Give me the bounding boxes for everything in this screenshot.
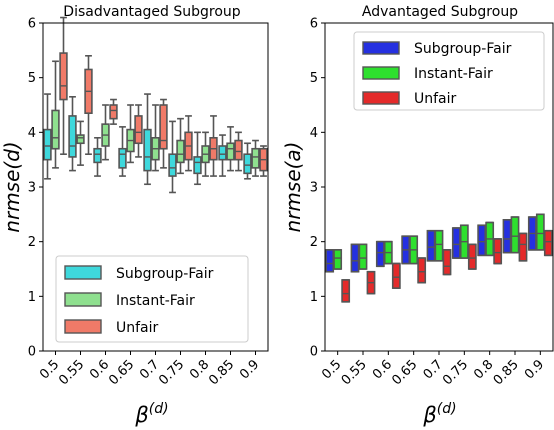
y-tick-label: 3: [310, 181, 318, 196]
legend-label: Subgroup-Fair: [414, 41, 512, 57]
legend: Subgroup-Fair Instant-Fair Unfair: [55, 255, 249, 343]
chart-title: Disadvantaged Subgroup: [63, 4, 240, 20]
box: [234, 139, 243, 161]
x-axis-label: β(d): [422, 401, 456, 427]
box: [535, 213, 545, 251]
legend-box: [353, 31, 545, 111]
box: [518, 232, 528, 262]
box: [477, 224, 487, 257]
x-tick-label: 0.9: [522, 357, 547, 382]
box: [333, 249, 343, 270]
legend-swatch: [362, 66, 400, 80]
box: [193, 156, 202, 175]
legend-swatch: [64, 292, 102, 307]
box: [76, 134, 85, 145]
y-axis-label: nrmse(d): [0, 141, 24, 232]
box: [43, 128, 52, 161]
box: [51, 109, 60, 150]
box: [325, 249, 335, 273]
y-tick-label: 6: [310, 17, 318, 32]
y-tick-label: 2: [310, 235, 318, 250]
box: [93, 147, 102, 164]
box: [243, 153, 252, 175]
x-tick-label: 0.75: [156, 357, 187, 388]
box: [543, 229, 553, 257]
box: [510, 216, 520, 254]
box: [109, 104, 118, 120]
box: [143, 128, 152, 172]
legend-label: Unfair: [116, 320, 159, 336]
x-tick-label: 0.75: [440, 357, 471, 388]
box: [159, 104, 168, 150]
box: [375, 240, 385, 268]
box: [226, 142, 235, 161]
x-axis-label-base: β: [422, 403, 436, 427]
box: [118, 147, 127, 169]
box: [417, 257, 427, 284]
x-tick-label: 0.65: [389, 357, 420, 388]
y-tick-label: 0: [310, 345, 318, 360]
legend-label: Instant-Fair: [414, 66, 493, 82]
box: [68, 115, 77, 158]
box: [391, 262, 401, 289]
y-tick-label: 4: [310, 126, 318, 141]
y-tick-label: 6: [28, 17, 36, 32]
x-axis-label-superscript: (d): [437, 401, 457, 417]
box: [502, 219, 512, 254]
y-tick-label: 4: [28, 126, 36, 141]
x-tick-label: 0.65: [106, 357, 137, 388]
x-tick-label: 0.55: [56, 357, 87, 388]
box: [168, 153, 177, 177]
box: [341, 279, 351, 303]
x-axis-label-base: β: [134, 403, 148, 427]
box: [451, 227, 461, 259]
legend-label: Instant-Fair: [116, 293, 195, 309]
box: [493, 238, 503, 265]
legend: Subgroup-Fair Instant-Fair Unfair: [353, 31, 545, 111]
legend-label: Unfair: [414, 91, 457, 107]
y-tick-label: 0: [28, 345, 36, 360]
y-tick-label: 1: [28, 290, 36, 305]
box: [59, 52, 68, 101]
box: [134, 115, 143, 145]
legend-swatch: [362, 91, 400, 105]
legend-label: Subgroup-Fair: [116, 266, 214, 282]
y-tick-label: 1: [310, 290, 318, 305]
box: [442, 249, 452, 276]
legend-swatch: [64, 319, 102, 334]
x-axis-label-superscript: (d): [149, 401, 169, 417]
box: [176, 139, 185, 164]
box: [350, 243, 360, 273]
x-axis-label: β(d): [134, 401, 168, 427]
y-tick-label: 5: [28, 71, 36, 86]
box: [251, 147, 260, 169]
x-tick-label: 0.85: [206, 357, 237, 388]
y-axis-label: nrmse(a): [281, 142, 305, 233]
y-tick-label: 5: [310, 71, 318, 86]
y-tick-label: 2: [28, 235, 36, 250]
x-tick-label: 0.55: [339, 357, 370, 388]
x-tick-label: 0.85: [491, 357, 522, 388]
x-tick-label: 0.9: [237, 357, 262, 382]
chart-title: Advantaged Subgroup: [362, 4, 518, 20]
box: [358, 243, 368, 270]
legend-swatch: [64, 265, 102, 280]
box: [426, 229, 436, 262]
box: [467, 243, 477, 270]
legend-swatch: [362, 41, 400, 55]
legend-box: [55, 255, 249, 343]
box: [434, 229, 444, 262]
y-tick-label: 3: [28, 181, 36, 196]
box: [218, 145, 227, 161]
